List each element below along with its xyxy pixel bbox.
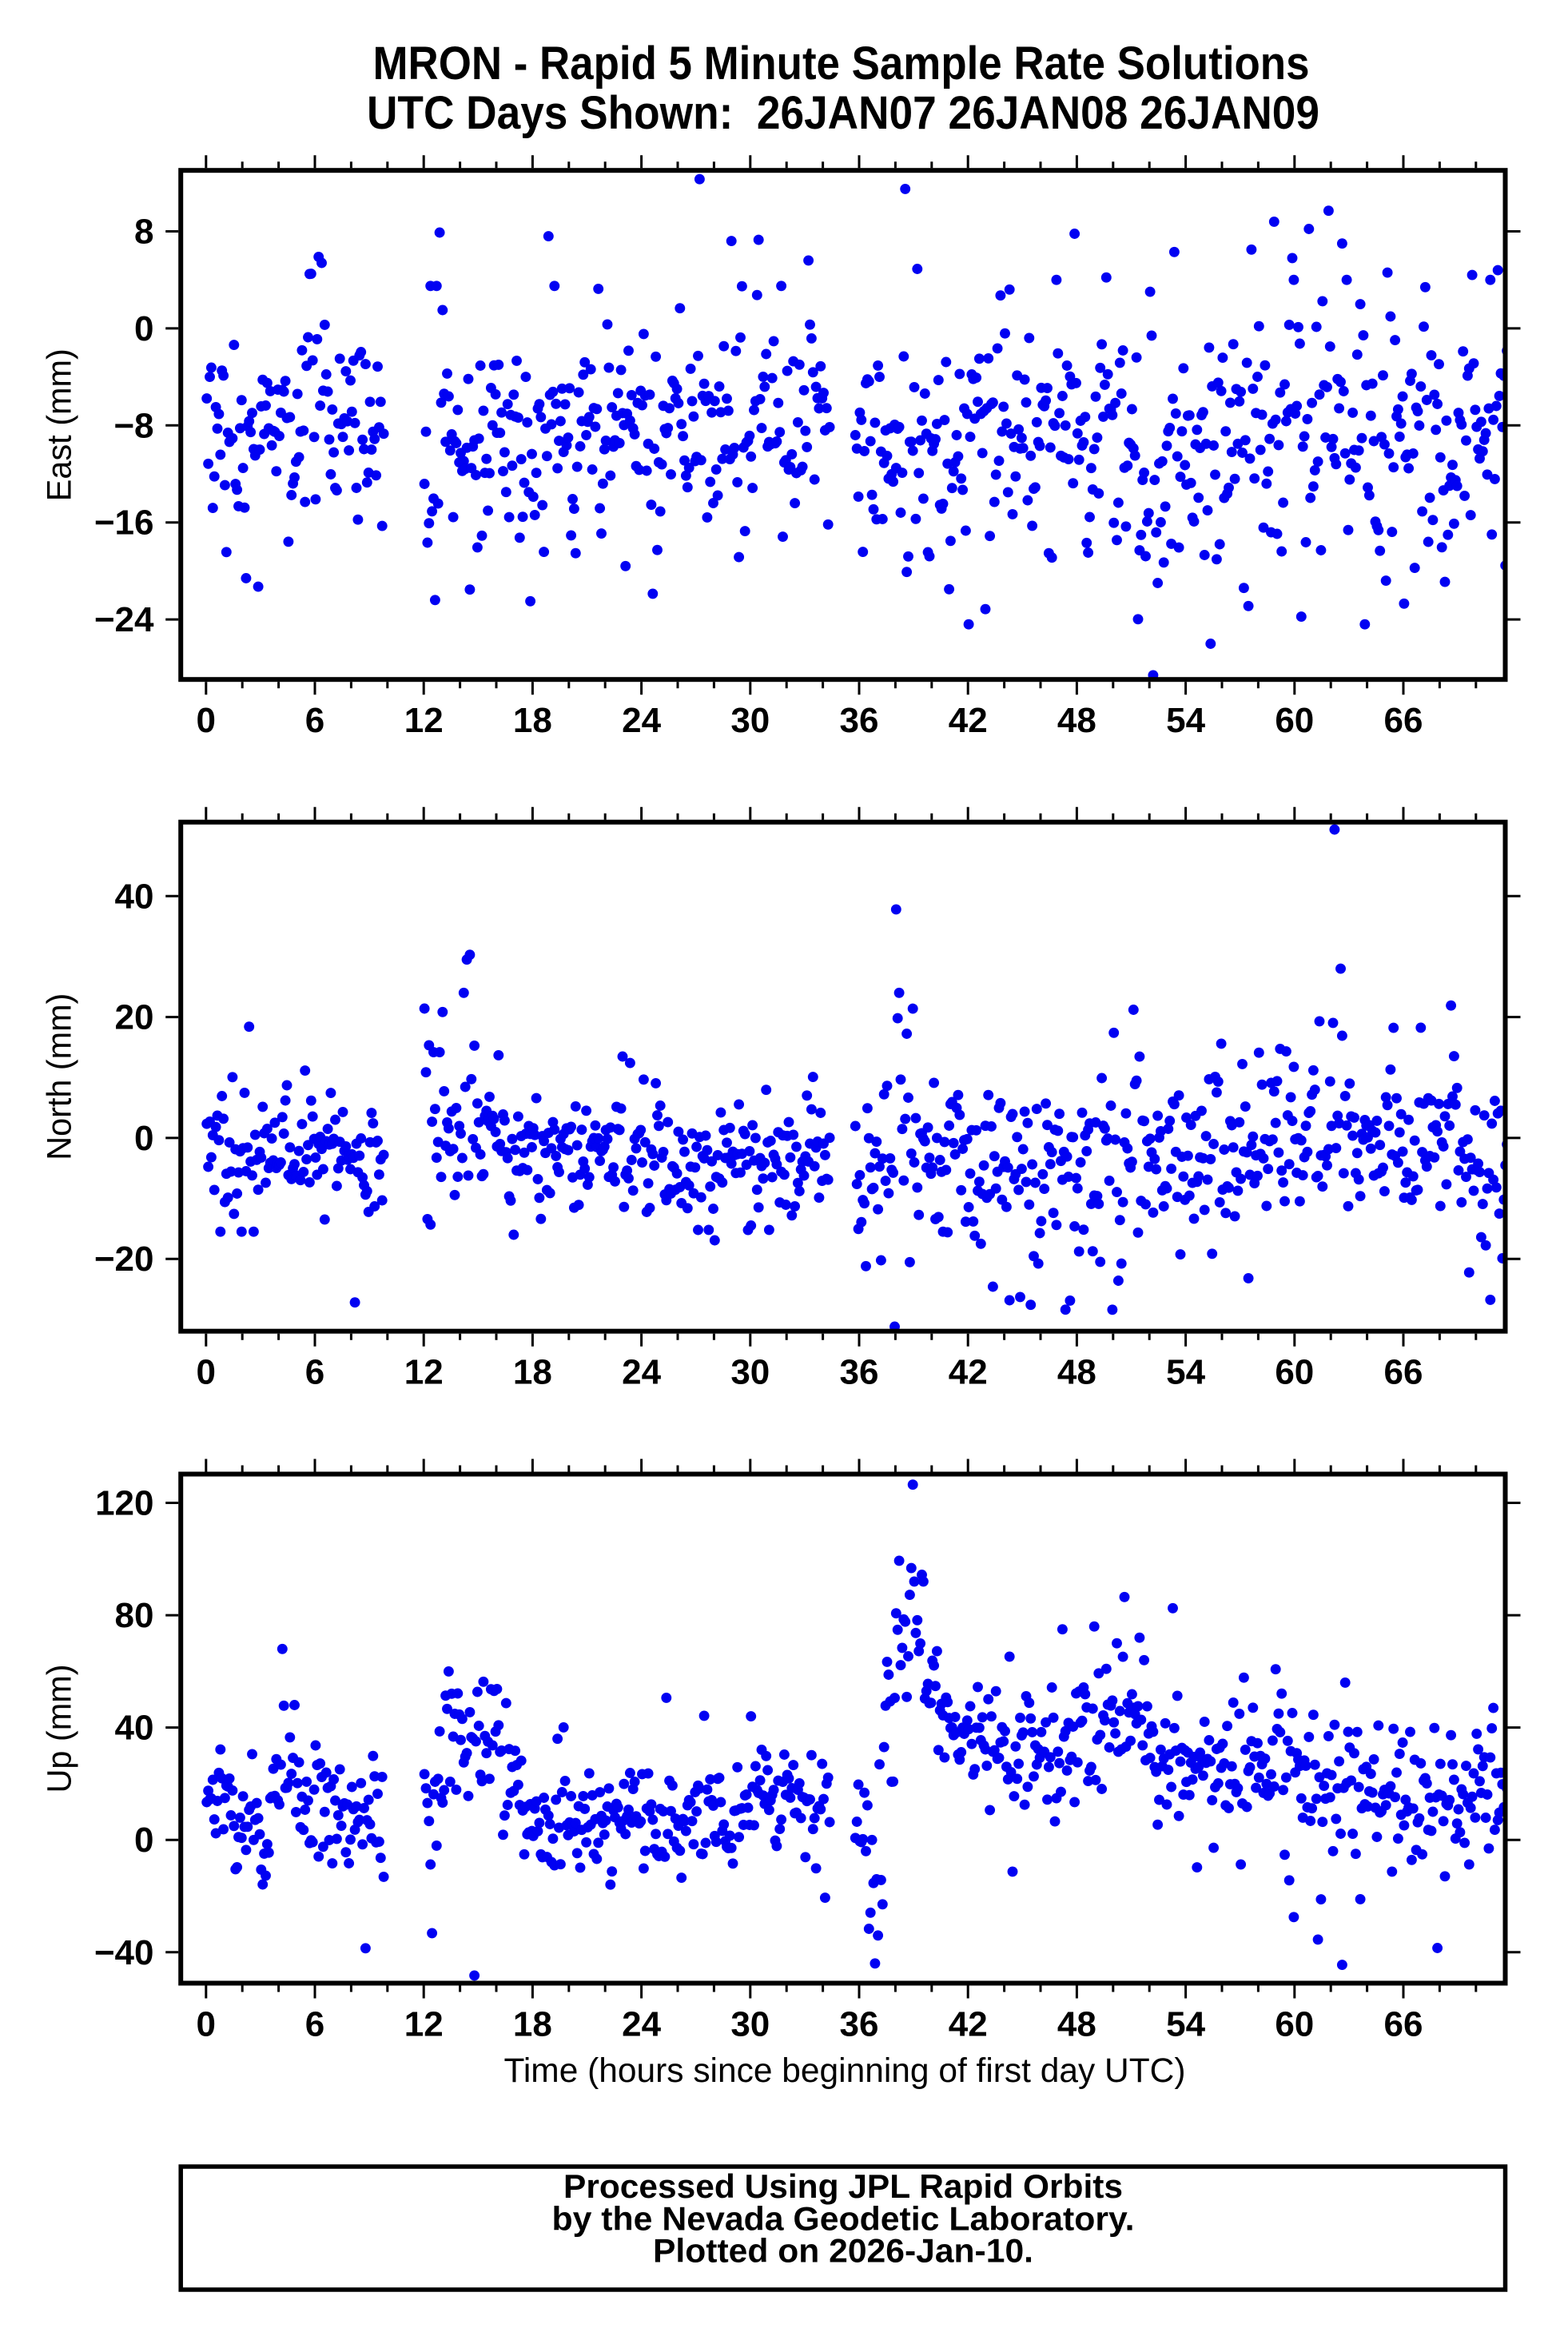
svg-text:6: 6 (305, 701, 324, 740)
svg-text:−40: −40 (94, 1933, 154, 1972)
svg-text:6: 6 (305, 1353, 324, 1392)
svg-text:36: 36 (840, 701, 879, 740)
svg-text:MRON - Rapid 5 Minute Sample R: MRON - Rapid 5 Minute Sample Rate Soluti… (373, 38, 1310, 90)
svg-text:12: 12 (404, 1353, 444, 1392)
svg-text:30: 30 (730, 701, 770, 740)
svg-text:24: 24 (622, 701, 661, 740)
svg-text:60: 60 (1275, 701, 1314, 740)
svg-text:36: 36 (840, 1353, 879, 1392)
svg-text:30: 30 (730, 2005, 770, 2044)
svg-text:48: 48 (1057, 1353, 1096, 1392)
svg-text:−20: −20 (94, 1240, 154, 1279)
svg-text:−16: −16 (94, 503, 154, 543)
svg-text:80: 80 (115, 1596, 154, 1635)
svg-text:−24: −24 (94, 600, 154, 639)
svg-text:Time (hours since beginning of: Time (hours since beginning of first day… (504, 2052, 1186, 2090)
svg-text:6: 6 (305, 2005, 324, 2044)
svg-text:66: 66 (1384, 1353, 1423, 1392)
svg-text:12: 12 (404, 701, 444, 740)
svg-text:0: 0 (134, 1821, 153, 1860)
svg-text:54: 54 (1166, 2005, 1205, 2044)
svg-text:60: 60 (1275, 2005, 1314, 2044)
svg-text:18: 18 (513, 701, 552, 740)
svg-text:North (mm): North (mm) (42, 993, 79, 1160)
svg-text:0: 0 (197, 701, 216, 740)
svg-text:18: 18 (513, 2005, 552, 2044)
svg-text:48: 48 (1057, 2005, 1096, 2044)
svg-text:42: 42 (949, 2005, 988, 2044)
svg-text:20: 20 (115, 998, 154, 1037)
svg-text:54: 54 (1166, 701, 1205, 740)
svg-text:30: 30 (730, 1353, 770, 1392)
svg-text:24: 24 (622, 1353, 661, 1392)
svg-text:12: 12 (404, 2005, 444, 2044)
svg-text:18: 18 (513, 1353, 552, 1392)
svg-text:0: 0 (197, 2005, 216, 2044)
svg-text:Plotted on 2026-Jan-10.: Plotted on 2026-Jan-10. (653, 2232, 1033, 2270)
svg-text:0: 0 (197, 1353, 216, 1392)
svg-text:Up (mm): Up (mm) (42, 1665, 79, 1793)
svg-text:40: 40 (115, 1709, 154, 1748)
svg-text:24: 24 (622, 2005, 661, 2044)
svg-text:0: 0 (134, 309, 153, 348)
svg-text:48: 48 (1057, 701, 1096, 740)
svg-text:66: 66 (1384, 701, 1423, 740)
svg-text:36: 36 (840, 2005, 879, 2044)
svg-text:40: 40 (115, 877, 154, 916)
svg-text:54: 54 (1166, 1353, 1205, 1392)
svg-text:60: 60 (1275, 1353, 1314, 1392)
svg-text:42: 42 (949, 1353, 988, 1392)
svg-text:UTC Days Shown: 26JAN07 26JAN: UTC Days Shown: 26JAN07 26JAN08 26JAN09 (367, 87, 1319, 139)
svg-text:42: 42 (949, 701, 988, 740)
svg-text:8: 8 (134, 213, 153, 252)
svg-text:120: 120 (95, 1484, 153, 1523)
svg-text:Processed Using JPL Rapid Orbi: Processed Using JPL Rapid Orbits (563, 2167, 1123, 2205)
svg-text:0: 0 (134, 1119, 153, 1158)
svg-text:66: 66 (1384, 2005, 1423, 2044)
svg-text:by the Nevada Geodetic Laborat: by the Nevada Geodetic Laboratory. (552, 2200, 1135, 2238)
svg-text:−8: −8 (113, 406, 153, 445)
svg-text:East (mm): East (mm) (42, 348, 79, 501)
